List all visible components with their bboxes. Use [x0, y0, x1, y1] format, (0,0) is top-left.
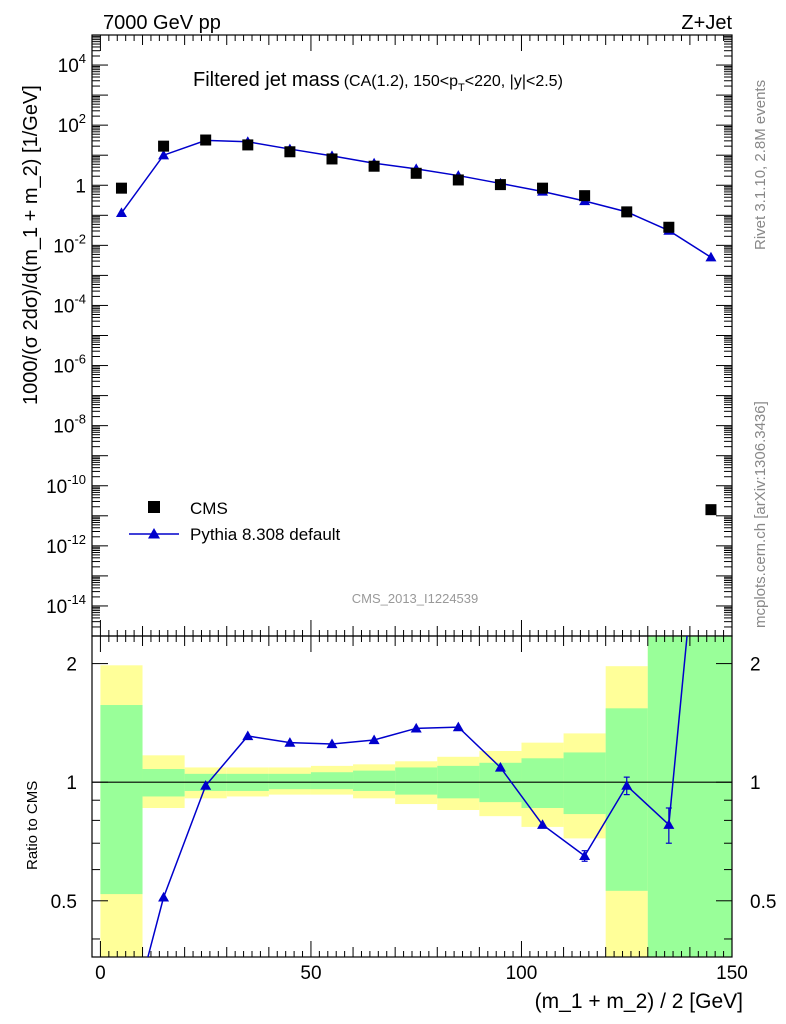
cms-point: [705, 504, 717, 516]
ratio-tick-label-right: 1: [750, 773, 761, 794]
ratio-bands: [100, 636, 732, 957]
y-tick-label: 10-14: [46, 592, 86, 618]
y-tick-label: 104: [58, 51, 86, 77]
legend: CMS Pythia 8.308 default: [129, 499, 341, 544]
ratio-point: [537, 819, 549, 829]
x-tick-label: 150: [716, 963, 748, 984]
cms-point: [368, 160, 380, 172]
svg-text:Filtered jet mass(CA(1.2), 150: Filtered jet mass (CA(1.2), 150<pT<220, |…: [193, 69, 563, 94]
x-ticks: [99, 35, 733, 957]
process-label: Z+Jet: [681, 12, 732, 34]
x-axis-label: (m_1 + m_2) / 2 [GeV]: [535, 990, 743, 1013]
cms-point: [158, 140, 170, 152]
uncertainty-band-green: [563, 752, 606, 815]
main-y-ticks: [92, 35, 732, 637]
ratio-tick-label-left: 2: [66, 655, 77, 676]
uncertainty-band-green: [100, 705, 143, 895]
ratio-point: [326, 738, 338, 749]
x-tick-label: 0: [95, 963, 106, 984]
cms-point: [200, 134, 212, 146]
plot-title-main: Filtered jet mass: [193, 69, 340, 91]
ratio-point: [621, 780, 633, 790]
main-panel: 10-14 10-12 10-10 10-8 10-6 10-4 10-2 1 102 104: [46, 34, 733, 637]
legend-pythia-marker: [148, 528, 160, 539]
cms-point: [537, 182, 549, 194]
cms-point: [115, 182, 127, 194]
ratio-tick-label-left: 1: [66, 773, 77, 794]
y-tick-label: 10-8: [53, 412, 86, 438]
cms-point: [284, 146, 296, 158]
main-frame: [91, 34, 733, 637]
ratio-series: [147, 636, 688, 957]
ratio-point: [579, 850, 591, 861]
ratio-tick-label-left: 0.5: [51, 892, 77, 913]
pythia-point: [158, 149, 170, 160]
uncertainty-band-green: [310, 772, 354, 790]
pythia-series: [115, 134, 717, 262]
cms-point: [621, 206, 633, 218]
ratio-point: [368, 734, 380, 745]
uncertainty-band-green: [353, 770, 396, 791]
cms-point: [579, 190, 591, 202]
uncertainty-band-green: [395, 767, 438, 795]
y-tick-label: 10-4: [53, 291, 86, 317]
plot-title-sub-index: T: [458, 82, 465, 94]
x-tick-label: 100: [506, 963, 538, 984]
ratio-point: [663, 819, 675, 829]
rivet-label: Rivet 3.1.10, 2.8M events: [752, 80, 769, 250]
y-tick-label: 10-10: [46, 472, 86, 498]
analysis-id: CMS_2013_I1224539: [352, 591, 479, 606]
ratio-point: [242, 730, 254, 741]
ratio-y-ticks: [92, 663, 732, 940]
ratio-point: [410, 722, 422, 733]
uncertainty-band-green: [647, 636, 732, 957]
pythia-line: [120, 139, 712, 258]
y-tick-label: 10-2: [53, 231, 86, 257]
y-tick-label: 10-12: [46, 532, 86, 558]
pythia-point: [115, 207, 127, 218]
cms-point: [452, 174, 464, 186]
y-tick-label: 1: [75, 176, 86, 197]
cms-point: [663, 221, 675, 233]
plot-title-sub-pre: (CA(1.2), 150<p: [344, 73, 458, 90]
cms-point: [242, 139, 254, 151]
main-ylabel: 1000/(σ 2dσ)/d(m_1 + m_2) [1/GeV]: [20, 85, 42, 405]
ratio-point: [494, 761, 506, 772]
uncertainty-band-green: [268, 773, 311, 790]
legend-pythia-label: Pythia 8.308 default: [190, 525, 341, 544]
ratio-point: [158, 891, 170, 902]
pythia-point: [705, 251, 717, 262]
uncertainty-band-green: [521, 758, 564, 808]
plot-title: Filtered jet mass (CA(1.2), 150<pT<220, |…: [193, 69, 563, 94]
cms-point: [410, 167, 422, 179]
cms-point: [494, 179, 506, 191]
cms-series: [115, 134, 717, 516]
cms-point: [326, 153, 338, 165]
mcplots-label: mcplots.cern.ch [arXiv:1306.3436]: [752, 401, 769, 628]
plot-title-sub-post: <220, |y|<2.5): [465, 73, 563, 90]
energy-label: 7000 GeV pp: [103, 12, 221, 34]
ratio-point: [200, 780, 212, 790]
ratio-tick-label-right: 2: [750, 655, 761, 676]
ratio-point: [452, 721, 464, 732]
legend-cms-marker: [148, 501, 160, 513]
ratio-point: [284, 737, 296, 747]
legend-cms-label: CMS: [190, 499, 228, 518]
ratio-ylabel: Ratio to CMS: [24, 781, 41, 870]
x-tick-label: 50: [300, 963, 321, 984]
y-tick-label: 10-6: [53, 352, 86, 378]
y-tick-label: 102: [58, 111, 86, 137]
ratio-panel: 0 50 100 150 0.5 0.5 1 1 2 2: [51, 35, 776, 984]
ratio-tick-label-right: 0.5: [750, 892, 776, 913]
